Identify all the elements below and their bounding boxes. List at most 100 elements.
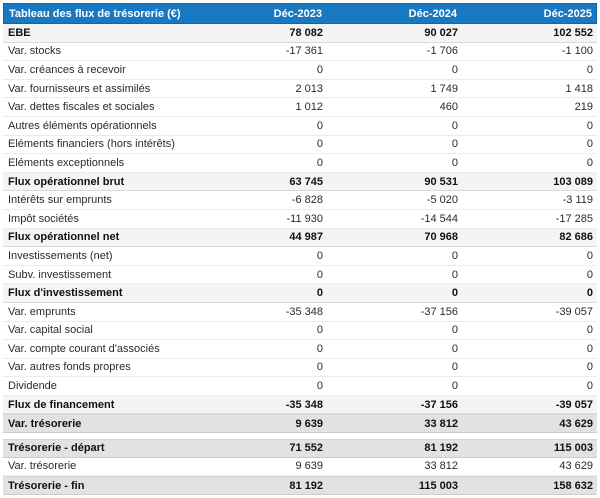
- cell-value: 103 089: [553, 175, 593, 188]
- row-label: Trésorerie - départ: [8, 442, 105, 455]
- cell-value: 0: [451, 361, 458, 374]
- table-row: Investissements (net) 0 0 0: [3, 247, 597, 266]
- table-row: Autres éléments opérationnels 0 0 0: [3, 116, 597, 136]
- table-row: Impôt sociétés -11 930 -14 544 -17 285: [3, 209, 597, 229]
- row-label: Var. dettes fiscales et sociales: [8, 101, 155, 114]
- cell-value: 81 192: [289, 479, 323, 492]
- cell-value: 0: [586, 324, 593, 337]
- row-label: Var. fournisseurs et assimilés: [8, 82, 151, 95]
- cell-value: 9 639: [295, 460, 323, 473]
- row-label: Trésorerie - fin: [8, 479, 85, 492]
- row-label: EBE: [8, 26, 31, 39]
- cell-value: 1 749: [430, 82, 458, 95]
- row-label: Eléments exceptionnels: [8, 156, 125, 169]
- row-label: Impôt sociétés: [8, 212, 79, 225]
- table-row: Trésorerie - fin 81 192 115 003 158 632: [3, 476, 597, 495]
- cell-value: 0: [586, 119, 593, 132]
- cell-value: -3 119: [562, 194, 593, 207]
- row-label: Flux opérationnel brut: [8, 175, 125, 188]
- cell-value: 78 082: [289, 26, 323, 39]
- table-row: Var. trésorerie 9 639 33 812 43 629: [3, 414, 597, 434]
- table-spacer-row: [3, 433, 597, 440]
- table-header-row: Tableau des flux de trésorerie (€) Déc-2…: [3, 3, 597, 24]
- cell-value: 43 629: [559, 460, 593, 473]
- cell-value: -37 156: [420, 305, 458, 318]
- table-row: Var. fournisseurs et assimilés 2 013 1 749…: [3, 79, 597, 99]
- table-row: Var. créances à recevoir 0 0 0: [3, 61, 597, 80]
- cell-value: 0: [586, 63, 593, 76]
- cell-value: 0: [316, 324, 323, 337]
- table-row: Var. emprunts -35 348 -37 156 -39 057: [3, 302, 597, 322]
- cell-value: -14 544: [420, 212, 458, 225]
- cell-value: 0: [316, 249, 323, 262]
- cell-value: 90 027: [424, 26, 458, 39]
- column-header-dec-2024: Déc-2024: [408, 7, 457, 20]
- table-row: Subv. investissement 0 0 0: [3, 265, 597, 285]
- row-label: Var. stocks: [8, 45, 61, 58]
- cell-value: 0: [586, 287, 593, 300]
- table-row: Intérêts sur emprunts -6 828 -5 020 -3 119: [3, 191, 597, 210]
- table-row: Flux de financement -35 348 -37 156 -39 057: [3, 395, 597, 415]
- cell-value: -35 348: [285, 398, 323, 411]
- table-row: Flux opérationnel brut 63 745 90 531 103 08…: [3, 172, 597, 192]
- cell-value: 0: [451, 324, 458, 337]
- cell-value: 33 812: [424, 417, 458, 430]
- table-row: Trésorerie - départ 71 552 81 192 115 003: [3, 439, 597, 458]
- cell-value: 9 639: [295, 417, 323, 430]
- cell-value: 0: [586, 156, 593, 169]
- table-title: Tableau des flux de trésorerie (€): [9, 7, 181, 20]
- row-label: Var. compte courant d'associés: [8, 342, 160, 355]
- cell-value: -37 156: [420, 398, 458, 411]
- table-row: Eléments exceptionnels 0 0 0: [3, 154, 597, 173]
- cell-value: -5 020: [426, 194, 458, 207]
- cell-value: 0: [316, 268, 323, 281]
- table-row: Flux opérationnel net 44 987 70 968 82 686: [3, 228, 597, 248]
- row-label: Flux de financement: [8, 398, 115, 411]
- cell-value: -39 057: [555, 305, 593, 318]
- row-label: Flux opérationnel net: [8, 231, 120, 244]
- table-row: Var. compte courant d'associés 0 0 0: [3, 340, 597, 359]
- row-label: Eléments financiers (hors intérêts): [8, 138, 175, 151]
- cell-value: 90 531: [424, 175, 458, 188]
- cell-value: 0: [451, 63, 458, 76]
- column-header-dec-2023: Déc-2023: [273, 7, 322, 20]
- cell-value: 0: [316, 138, 323, 151]
- row-label: Var. autres fonds propres: [8, 361, 131, 374]
- row-label: Flux d'investissement: [8, 287, 123, 300]
- row-label: Autres éléments opérationnels: [8, 119, 157, 132]
- row-label: Var. créances à recevoir: [8, 63, 126, 76]
- cell-value: 0: [316, 119, 323, 132]
- table-row: Var. stocks -17 361 -1 706 -1 100: [3, 42, 597, 62]
- cell-value: 0: [316, 156, 323, 169]
- row-label: Subv. investissement: [8, 268, 112, 281]
- cell-value: 81 192: [424, 442, 458, 455]
- cell-value: 0: [451, 249, 458, 262]
- cell-value: 0: [316, 342, 323, 355]
- cell-value: 460: [439, 101, 458, 114]
- row-label: Intérêts sur emprunts: [8, 194, 112, 207]
- cell-value: 0: [451, 138, 458, 151]
- cell-value: -1 100: [561, 45, 593, 58]
- cell-value: -39 057: [555, 398, 593, 411]
- cell-value: 0: [586, 361, 593, 374]
- cell-value: 0: [451, 342, 458, 355]
- row-label: Var. capital social: [8, 324, 93, 337]
- cell-value: 44 987: [289, 231, 323, 244]
- cell-value: 70 968: [424, 231, 458, 244]
- cell-value: 2 013: [295, 82, 323, 95]
- cell-value: 0: [316, 287, 323, 300]
- cell-value: -35 348: [285, 305, 323, 318]
- cell-value: 0: [451, 119, 458, 132]
- cell-value: 43 629: [559, 417, 593, 430]
- cell-value: 82 686: [559, 231, 593, 244]
- cell-value: 0: [451, 287, 458, 300]
- cell-value: 0: [316, 361, 323, 374]
- cell-value: 1 012: [295, 101, 323, 114]
- cell-value: 0: [586, 342, 593, 355]
- cell-value: 102 552: [553, 26, 593, 39]
- table-row: Var. trésorerie 9 639 33 812 43 629: [3, 457, 597, 477]
- table-row: Eléments financiers (hors intérêts) 0 0 0: [3, 135, 597, 155]
- cell-value: 0: [451, 268, 458, 281]
- table-row: Var. dettes fiscales et sociales 1 012 460…: [3, 98, 597, 117]
- column-header-dec-2025: Déc-2025: [543, 7, 592, 20]
